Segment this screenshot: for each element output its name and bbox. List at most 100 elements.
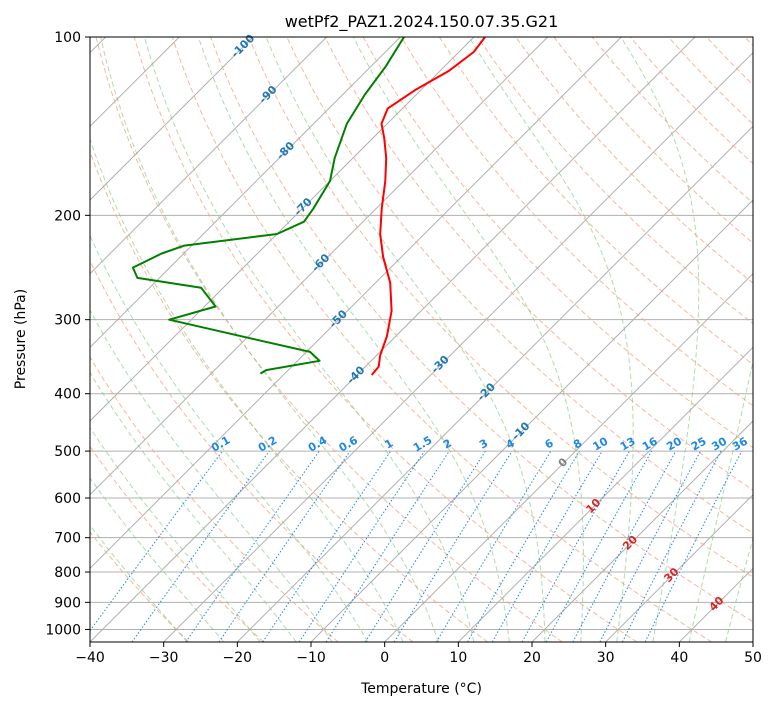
x-axis-label: Temperature (°C) <box>360 681 482 697</box>
mixing-ratio-line <box>325 450 450 642</box>
isotherm-label: -10 <box>509 419 532 442</box>
isotherm-line <box>531 420 753 642</box>
moist-adiabat-line <box>144 37 475 642</box>
moist-adiabat-line <box>688 358 753 642</box>
isotherm-line <box>163 51 753 642</box>
mixing-ratio-lines <box>90 450 743 642</box>
isotherm-line <box>90 37 254 201</box>
x-tick-label: 10 <box>449 650 467 666</box>
mixing-ratio-line <box>393 450 513 642</box>
y-axis-label: Pressure (hPa) <box>13 289 29 389</box>
isotherm-grid <box>90 37 753 642</box>
x-tick-label: 40 <box>670 650 688 666</box>
x-tick-label: −40 <box>75 650 105 666</box>
moist-adiabat-lines <box>90 37 753 642</box>
x-axis-ticks: −40 −30 −20 −10 0 10 20 30 40 50 <box>75 642 762 666</box>
isotherm-label: 40 <box>707 594 727 614</box>
sounding-profiles <box>131 37 486 376</box>
dry-adiabat-line <box>90 531 190 642</box>
moist-adiabat-line <box>725 536 753 642</box>
dry-adiabat-line <box>171 37 712 642</box>
isotherm-label: -60 <box>309 251 332 274</box>
moist-adiabat-line <box>90 426 261 642</box>
mixing-ratio-line <box>621 450 722 642</box>
mixing-ratio-line <box>644 450 743 642</box>
x-tick-label: 0 <box>380 650 389 666</box>
isotherm-label: -80 <box>274 139 297 162</box>
moist-adiabat-line <box>90 477 225 642</box>
y-tick-label: 700 <box>54 531 81 547</box>
dry-adiabat-line <box>90 356 339 642</box>
isotherm-line <box>457 346 753 642</box>
dry-adiabat-line <box>438 37 753 366</box>
y-tick-label: 1000 <box>45 622 81 638</box>
isotherm-line <box>384 272 753 642</box>
dewpoint-profile <box>131 37 405 375</box>
isotherm-label: 30 <box>662 565 682 585</box>
dry-adiabat-line <box>248 37 753 578</box>
plot-area <box>90 37 753 642</box>
temperature-profile <box>370 37 486 376</box>
mixing-ratio-line <box>131 450 270 642</box>
isotherm-line <box>605 493 753 642</box>
dry-adiabat-line <box>210 37 753 623</box>
dry-adiabat-line <box>90 445 264 642</box>
moist-adiabat-line <box>468 37 634 642</box>
isotherm-label: -40 <box>344 363 367 386</box>
moist-adiabat-line <box>90 137 404 642</box>
mixing-ratio-line <box>364 450 486 642</box>
moist-adiabat-line <box>90 234 369 642</box>
chart-title: wetPf2_PAZ1.2024.150.07.35.G21 <box>285 12 559 32</box>
x-tick-label: 30 <box>597 650 615 666</box>
dry-adiabat-line <box>744 37 753 47</box>
mixing-ratio-label: 2 <box>441 437 454 452</box>
moist-adiabat-line <box>352 37 584 642</box>
mixing-ratio-line <box>572 450 677 642</box>
isotherm-line <box>236 125 753 642</box>
dry-adiabat-line <box>668 37 753 125</box>
moist-adiabat-line <box>197 37 510 642</box>
y-tick-label: 900 <box>54 595 81 611</box>
x-tick-label: 50 <box>744 650 762 666</box>
isobar-grid <box>90 37 753 630</box>
dry-adiabat-line <box>324 37 753 491</box>
mixing-ratio-line <box>599 450 701 642</box>
isotherm-label: -50 <box>327 307 350 330</box>
dry-adiabat-line <box>477 37 753 325</box>
isotherm-label: -100 <box>229 32 258 61</box>
y-tick-label: 400 <box>54 387 81 403</box>
isotherm-line <box>90 37 328 275</box>
moist-adiabat-line <box>620 37 700 642</box>
dry-adiabat-line <box>133 37 638 642</box>
dry-adiabat-line <box>515 37 753 284</box>
moist-adiabat-line <box>265 37 546 642</box>
isotherm-line <box>310 199 753 642</box>
moist-adiabat-line <box>90 308 333 642</box>
x-tick-label: 20 <box>523 650 541 666</box>
dry-adiabat-lines <box>90 37 753 642</box>
y-tick-label: 800 <box>54 565 81 581</box>
isotherm-line <box>90 37 549 496</box>
mixing-ratio-label: 1 <box>382 437 395 452</box>
y-tick-label: 600 <box>54 491 81 507</box>
mixing-ratio-line <box>218 450 351 642</box>
isotherm-label: -20 <box>475 380 498 403</box>
dry-adiabat-line <box>591 37 753 204</box>
mixing-ratio-line <box>90 450 223 632</box>
isotherm-label: -90 <box>256 83 279 106</box>
mixing-ratio-line <box>262 450 392 642</box>
mixing-ratio-line <box>435 450 552 642</box>
x-tick-label: −20 <box>223 650 253 666</box>
dry-adiabat-line <box>553 37 753 244</box>
isotherm-line <box>90 37 401 349</box>
mixing-ratio-line <box>298 450 425 642</box>
y-tick-label: 300 <box>54 313 81 329</box>
isotherm-line <box>90 37 696 642</box>
dry-adiabat-line <box>95 37 563 642</box>
isotherm-line <box>90 37 475 422</box>
moist-adiabat-line <box>100 37 439 642</box>
x-tick-label: −10 <box>296 650 326 666</box>
dry-adiabat-line <box>706 37 753 86</box>
